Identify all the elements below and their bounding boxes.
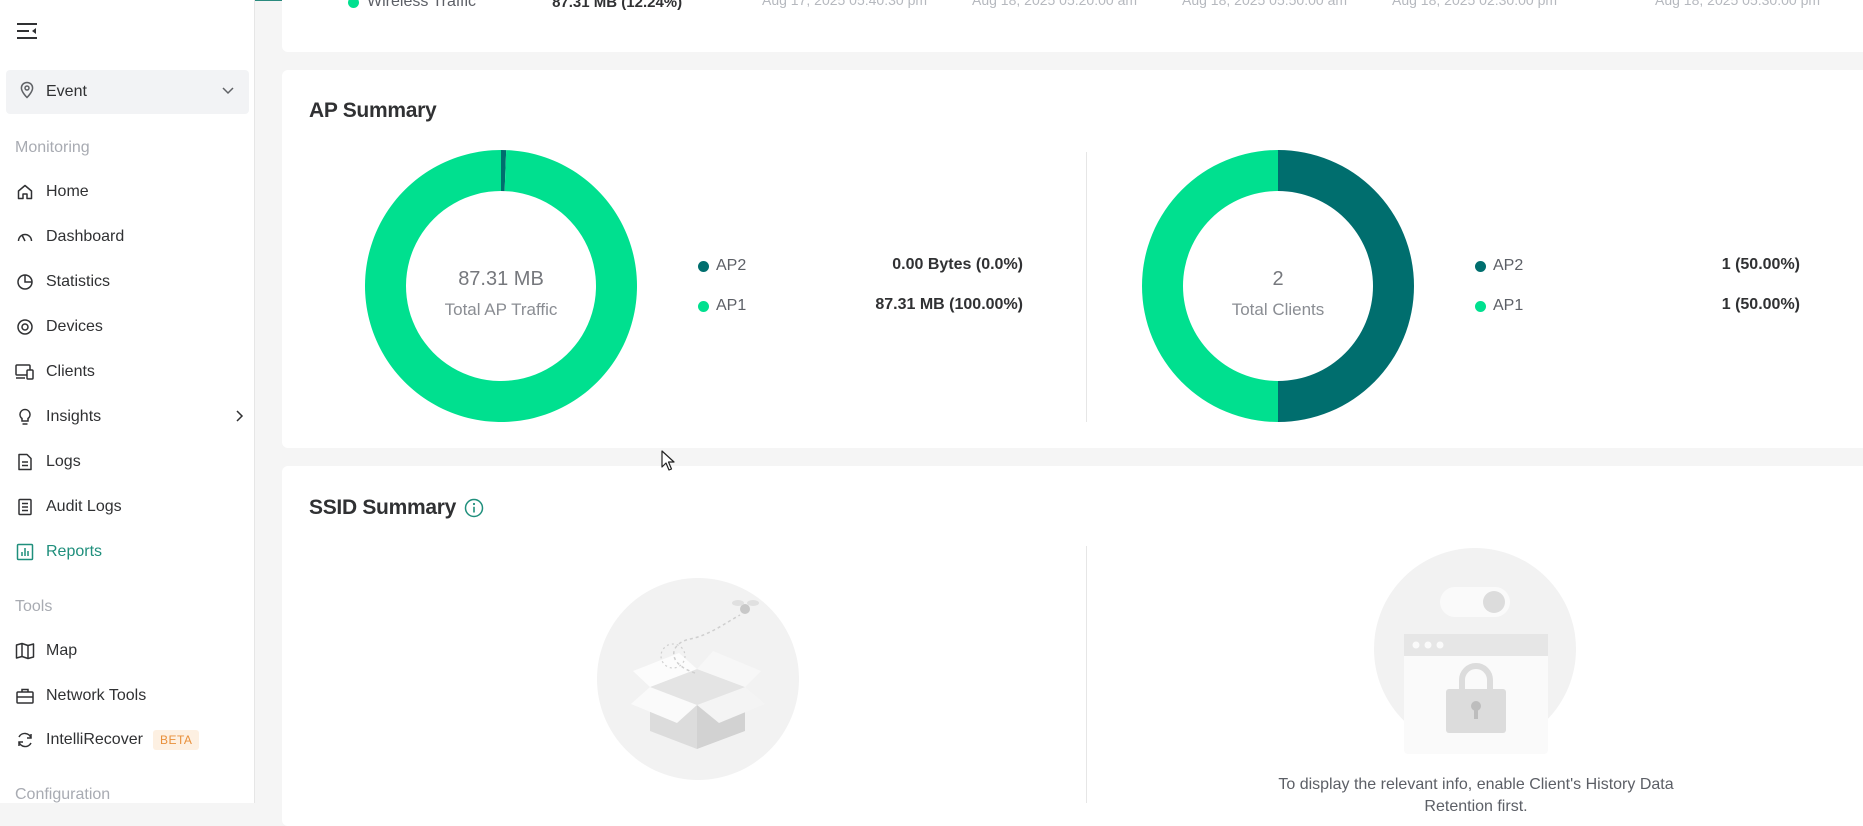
sidebar-item-label: Network Tools [46, 687, 147, 704]
sidebar-item-label: Audit Logs [46, 498, 122, 515]
ap-summary-title: AP Summary [309, 99, 437, 122]
legend-value: 0.00 Bytes (0.0%) [892, 256, 1023, 273]
legend-label: Wireless Traffic [367, 0, 477, 10]
section-label-monitoring: Monitoring [15, 139, 90, 156]
legend-dot [1475, 300, 1486, 312]
legend-item-ap1: AP1 [1475, 294, 1523, 318]
legend-label: AP1 [1493, 297, 1524, 314]
sidebar-item-reports[interactable]: Reports [15, 535, 245, 569]
logs-icon [15, 452, 35, 472]
sidebar: Event Monitoring Home Dashboard Statisti… [0, 0, 255, 803]
legend-value: 1 (50.00%) [1721, 256, 1800, 273]
chevron-right-icon [233, 409, 245, 428]
sidebar-item-dashboard[interactable]: Dashboard [15, 220, 245, 254]
beta-badge: BETA [152, 730, 200, 750]
legend-label: AP2 [716, 257, 747, 274]
mouse-cursor-icon [661, 450, 675, 471]
sidebar-item-label: Clients [46, 363, 95, 380]
ap-clients-donut-center: 2 Total Clients [1142, 150, 1414, 422]
legend-value: 87.31 MB (100.00%) [875, 296, 1023, 313]
statistics-icon [15, 272, 35, 292]
sidebar-item-label: Reports [46, 543, 103, 560]
empty-state-message: To display the relevant info, enable Cli… [1278, 776, 1674, 815]
sidebar-item-audit-logs[interactable]: Audit Logs [15, 490, 245, 524]
home-icon [15, 182, 35, 202]
donut-slice-ap2[interactable] [501, 150, 507, 192]
sidebar-item-network-tools[interactable]: Network Tools [15, 679, 245, 713]
ap-clients-donut-chart [1142, 150, 1414, 422]
legend-item-ap2: AP2 [1475, 254, 1523, 278]
recover-icon [15, 730, 35, 750]
axis-timestamp: Aug 18, 2025 02:30:00 pm [1392, 0, 1558, 8]
site-selector[interactable]: Event [6, 70, 249, 114]
map-icon [15, 641, 35, 661]
legend-label: AP1 [716, 297, 747, 314]
axis-timestamp: Aug 18, 2025 05:30:00 pm [1655, 0, 1821, 8]
devices-icon [15, 317, 35, 337]
dashboard-icon [15, 227, 35, 247]
total-ap-traffic-label: Total AP Traffic [444, 300, 558, 319]
card-divider [1086, 546, 1087, 803]
sidebar-item-label: Statistics [46, 273, 111, 290]
legend-value: 87.31 MB (12.24%) [552, 0, 683, 11]
legend-item-wireless-traffic: Wireless Traffic 87.31 MB (12.24%) [348, 0, 682, 11]
chevron-down-icon [221, 83, 235, 102]
ap-traffic-donut-chart [365, 150, 637, 422]
legend-value: 1 (50.00%) [1721, 296, 1800, 313]
legend-dot [698, 300, 709, 312]
card-divider [1086, 152, 1087, 422]
audit-logs-icon [15, 497, 35, 517]
sidebar-item-logs[interactable]: Logs [15, 445, 245, 479]
ap-traffic-donut-center: 87.31 MB Total AP Traffic [365, 150, 637, 422]
location-pin-icon [18, 81, 36, 104]
total-ap-traffic-value: 87.31 MB [458, 268, 544, 290]
donut-slice-ap2[interactable] [1278, 150, 1414, 422]
legend-item-ap2: AP2 [698, 254, 746, 278]
sidebar-item-label: Insights [46, 408, 102, 425]
ssid-summary-card [282, 466, 1863, 826]
legend-label: AP2 [1493, 257, 1524, 274]
sidebar-item-devices[interactable]: Devices [15, 310, 245, 344]
sidebar-item-label: Map [46, 642, 78, 659]
axis-timestamp: Aug 18, 2025 05:50:00 am [1182, 0, 1348, 8]
traffic-chart-card [282, 0, 1863, 52]
ssid-summary-title: SSID Summary [309, 496, 456, 519]
sidebar-item-clients[interactable]: Clients [15, 355, 245, 389]
insights-icon [15, 407, 35, 427]
legend-dot [1475, 260, 1486, 272]
reports-icon [15, 542, 35, 562]
axis-timestamp: Aug 18, 2025 05:20:00 am [972, 0, 1138, 8]
empty-box-illustration [597, 578, 799, 780]
sidebar-item-intellirecover[interactable]: IntelliRecover BETA [15, 723, 245, 757]
legend-item-ap1: AP1 [698, 294, 746, 318]
sidebar-item-label: Dashboard [46, 228, 125, 245]
collapse-menu-icon[interactable] [16, 20, 38, 42]
section-label-tools: Tools [15, 598, 53, 615]
site-selector-label: Event [46, 83, 87, 100]
axis-timestamp: Aug 17, 2025 05:40:30 pm [762, 0, 928, 8]
sidebar-item-label: Home [46, 183, 89, 200]
locked-feature-illustration [1374, 548, 1576, 754]
legend-dot [348, 0, 359, 8]
donut-slice-ap1[interactable] [365, 150, 637, 422]
toolbox-icon [15, 686, 35, 706]
section-label-configuration: Configuration [15, 786, 111, 803]
sidebar-item-label: IntelliRecover [46, 731, 143, 748]
info-icon[interactable] [464, 498, 484, 523]
legend-dot [698, 260, 709, 272]
donut-slice-ap1[interactable] [1142, 150, 1278, 422]
total-clients-label: Total Clients [1231, 300, 1325, 319]
sidebar-item-insights[interactable]: Insights [15, 400, 245, 434]
sidebar-item-statistics[interactable]: Statistics [15, 265, 245, 299]
sidebar-item-label: Logs [46, 453, 81, 470]
sidebar-item-map[interactable]: Map [15, 634, 245, 668]
sidebar-item-label: Devices [46, 318, 103, 335]
clients-icon [15, 362, 35, 382]
total-clients-value: 2 [1272, 268, 1284, 290]
sidebar-item-home[interactable]: Home [15, 175, 245, 209]
